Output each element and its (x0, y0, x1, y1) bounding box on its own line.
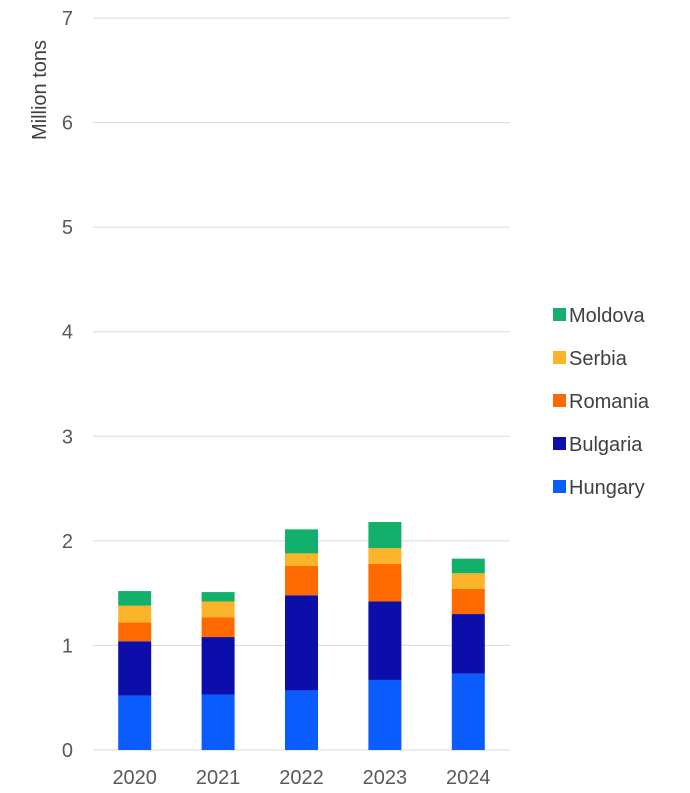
bar-bulgaria-2024 (451, 614, 485, 674)
bar-romania-2024 (451, 588, 485, 615)
bar-bulgaria-2022 (285, 595, 318, 691)
legend-item-moldova: Moldova (553, 305, 645, 327)
bars (118, 522, 485, 750)
bar-romania-2022 (285, 565, 318, 596)
x-tick-label: 2023 (363, 767, 408, 789)
y-tick-label: 4 (62, 322, 73, 344)
bar-moldova-2023 (368, 522, 402, 549)
bar-hungary-2024 (451, 673, 485, 750)
x-tick-label: 2021 (196, 767, 241, 789)
bar-hungary-2020 (118, 695, 152, 750)
bar-serbia-2023 (368, 548, 402, 564)
legend-label: Hungary (569, 477, 645, 499)
bar-romania-2023 (368, 563, 402, 602)
legend-label: Serbia (569, 348, 628, 370)
legend-swatch (553, 308, 566, 321)
legend-swatch (553, 394, 566, 407)
legend-item-romania: Romania (553, 391, 650, 413)
x-tick-label: 2020 (112, 767, 157, 789)
bar-hungary-2021 (201, 694, 235, 750)
bar-romania-2020 (118, 622, 152, 642)
bar-serbia-2022 (285, 553, 318, 566)
legend-label: Bulgaria (569, 434, 643, 456)
bar-serbia-2020 (118, 605, 152, 623)
y-tick-label: 2 (62, 531, 73, 553)
x-tick-label: 2022 (279, 767, 324, 789)
x-tick-label: 2024 (446, 767, 491, 789)
legend-item-hungary: Hungary (553, 477, 645, 499)
bar-serbia-2021 (201, 601, 235, 618)
legend-item-bulgaria: Bulgaria (553, 434, 643, 456)
y-tick-label: 1 (62, 635, 73, 657)
y-tick-label: 0 (62, 740, 73, 762)
y-tick-label: 3 (62, 426, 73, 448)
legend-swatch (553, 351, 566, 364)
y-tick-label: 6 (62, 113, 73, 135)
bar-bulgaria-2021 (201, 637, 235, 695)
legend-label: Romania (569, 391, 650, 413)
bar-moldova-2022 (285, 529, 318, 554)
bar-moldova-2024 (451, 558, 485, 574)
x-axis-ticks: 2020 2021 2022 2023 2024 (112, 767, 490, 789)
y-tick-label: 5 (62, 217, 73, 239)
y-axis-ticks: 0 1 2 3 4 5 6 7 (62, 8, 73, 762)
bar-bulgaria-2020 (118, 641, 152, 696)
bar-hungary-2023 (368, 679, 402, 750)
y-axis-title: Million tons (29, 40, 51, 140)
bar-hungary-2022 (285, 690, 318, 750)
legend-item-serbia: Serbia (553, 348, 628, 370)
y-tick-label: 7 (62, 8, 73, 30)
legend-swatch (553, 437, 566, 450)
legend: Moldova Serbia Romania Bulgaria Hungary (553, 305, 650, 499)
bar-moldova-2021 (201, 592, 235, 602)
bar-moldova-2020 (118, 591, 152, 606)
legend-swatch (553, 480, 566, 493)
bar-serbia-2024 (451, 573, 485, 589)
legend-label: Moldova (569, 305, 645, 327)
bar-romania-2021 (201, 617, 235, 638)
bar-bulgaria-2023 (368, 601, 402, 680)
